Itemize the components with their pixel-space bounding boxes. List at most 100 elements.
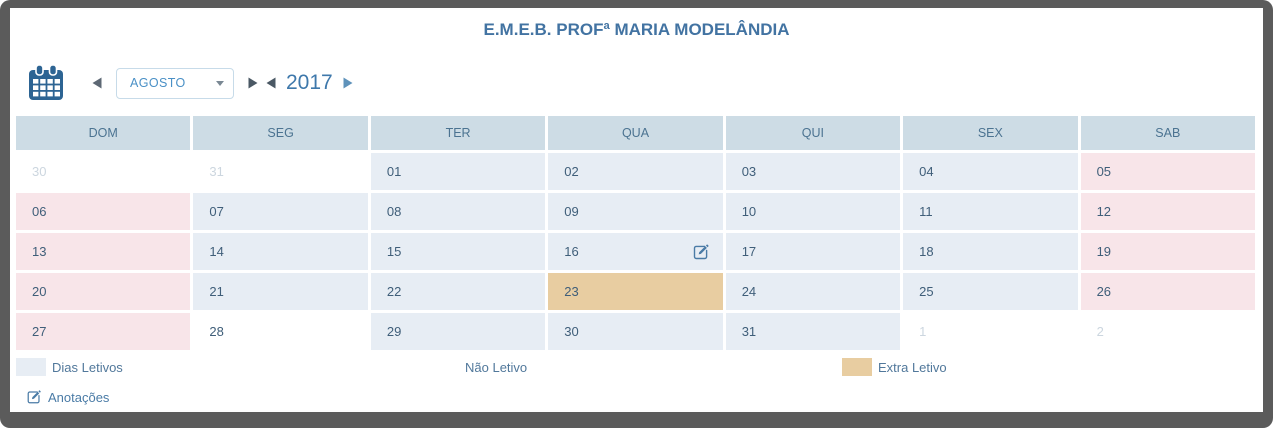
page-title: E.M.E.B. PROFª MARIA MODELÂNDIA — [483, 20, 790, 39]
day-number: 06 — [32, 204, 47, 219]
note-edit-icon[interactable] — [692, 243, 710, 261]
day-cell-21[interactable]: 21 — [193, 273, 368, 310]
weekday-header-qui: QUI — [725, 116, 901, 150]
month-select-wrap: AGOSTO — [116, 67, 234, 99]
day-number: 31 — [741, 324, 757, 339]
day-number: 21 — [209, 284, 224, 299]
weekday-header-ter: TER — [370, 116, 546, 150]
legend-item-extra-letivo: Extra Letivo — [842, 358, 1255, 376]
day-number: 27 — [32, 324, 47, 339]
day-cell-07[interactable]: 07 — [193, 193, 368, 230]
annotations-label: Anotações — [48, 389, 110, 405]
day-number: 02 — [564, 164, 579, 179]
left-arrow-icon — [266, 77, 276, 89]
day-cell-19[interactable]: 19 — [1080, 233, 1255, 270]
day-cell-30[interactable]: 30 — [548, 313, 723, 350]
day-cell-06[interactable]: 06 — [16, 193, 191, 230]
day-cell-25[interactable]: 25 — [903, 273, 1078, 310]
day-cell-02[interactable]: 02 — [548, 153, 723, 190]
day-cell-23[interactable]: 23 — [548, 273, 723, 310]
day-cell-13[interactable]: 13 — [16, 233, 191, 270]
day-cell-16[interactable]: 16 — [548, 233, 723, 270]
day-number: 10 — [741, 204, 757, 219]
day-number: 16 — [564, 244, 579, 259]
day-cell-24[interactable]: 24 — [725, 273, 901, 310]
legend-swatch — [16, 358, 46, 376]
weekday-header-sab: SAB — [1080, 116, 1255, 150]
right-arrow-icon — [248, 77, 258, 89]
day-number: 01 — [386, 164, 402, 179]
day-cell-30[interactable]: 30 — [16, 153, 191, 190]
day-cell-18[interactable]: 18 — [903, 233, 1078, 270]
legend-label: Extra Letivo — [878, 359, 947, 375]
day-number: 24 — [741, 284, 757, 299]
day-cell-04[interactable]: 04 — [903, 153, 1078, 190]
day-number: 15 — [386, 244, 402, 259]
day-cell-15[interactable]: 15 — [370, 233, 546, 270]
day-cell-14[interactable]: 14 — [193, 233, 368, 270]
day-cell-09[interactable]: 09 — [548, 193, 723, 230]
calendar-grid: DOM SEG TER QUA QUI SEX SAB 30 31 01 02 03 04 05 06 07 0… — [16, 116, 1255, 350]
year-label: 2017 — [286, 71, 333, 94]
day-number: 13 — [32, 244, 47, 259]
calendar-card: E.M.E.B. PROFª MARIA MODELÂNDIA — [10, 8, 1263, 412]
day-cell-01[interactable]: 01 — [370, 153, 546, 190]
day-cell-05[interactable]: 05 — [1080, 153, 1255, 190]
legend-swatch — [429, 358, 459, 376]
day-number: 1 — [919, 324, 927, 339]
day-number: 26 — [1096, 284, 1112, 299]
weekday-header-dom: DOM — [16, 116, 191, 150]
day-number: 20 — [32, 284, 47, 299]
day-number: 23 — [564, 284, 579, 299]
weekday-header-sex: SEX — [903, 116, 1078, 150]
day-cell-11[interactable]: 11 — [903, 193, 1078, 230]
legend-item-dias-letivos: Dias Letivos — [16, 358, 429, 376]
weekday-header-seg: SEG — [193, 116, 368, 150]
day-cell-10[interactable]: 10 — [725, 193, 901, 230]
day-cell-31[interactable]: 31 — [193, 153, 368, 190]
day-number: 18 — [919, 244, 934, 259]
day-number: 31 — [209, 164, 224, 179]
annotations-link[interactable]: Anotações — [26, 389, 109, 405]
day-number: 14 — [209, 244, 224, 259]
day-cell-26[interactable]: 26 — [1080, 273, 1255, 310]
day-cell-12[interactable]: 12 — [1080, 193, 1255, 230]
day-cell-20[interactable]: 20 — [16, 273, 191, 310]
day-cell-08[interactable]: 08 — [370, 193, 546, 230]
pencil-square-icon — [27, 390, 41, 404]
day-number: 22 — [386, 284, 402, 299]
day-number: 04 — [919, 164, 934, 179]
day-cell-03[interactable]: 03 — [725, 153, 901, 190]
day-cell-27[interactable]: 27 — [16, 313, 191, 350]
day-number: 09 — [564, 204, 579, 219]
day-number: 07 — [209, 204, 224, 219]
next-month-button[interactable] — [244, 75, 262, 91]
day-number: 08 — [386, 204, 402, 219]
month-select[interactable]: AGOSTO — [116, 67, 234, 99]
day-number: 30 — [564, 324, 579, 339]
weekday-header-qua: QUA — [548, 116, 723, 150]
day-cell-2[interactable]: 2 — [1080, 313, 1255, 350]
next-year-button[interactable] — [339, 75, 357, 91]
day-number: 29 — [386, 324, 402, 339]
day-cell-17[interactable]: 17 — [725, 233, 901, 270]
day-cell-31[interactable]: 31 — [725, 313, 901, 350]
calendar-toolbar: AGOSTO 2017 — [26, 62, 1263, 104]
legend-label: Dias Letivos — [52, 359, 123, 375]
calendar-legend: Dias Letivos Não Letivo Extra Letivo — [16, 358, 1255, 376]
left-arrow-icon — [92, 77, 102, 89]
day-number: 05 — [1096, 164, 1112, 179]
year-navigator: 2017 — [262, 71, 357, 95]
day-cell-29[interactable]: 29 — [370, 313, 546, 350]
day-number: 28 — [209, 324, 224, 339]
day-number: 19 — [1096, 244, 1112, 259]
prev-month-button[interactable] — [88, 75, 106, 91]
prev-year-button[interactable] — [262, 75, 280, 91]
legend-swatch — [842, 358, 872, 376]
day-cell-22[interactable]: 22 — [370, 273, 546, 310]
day-number: 25 — [919, 284, 934, 299]
calendar-icon — [26, 63, 66, 103]
day-cell-28[interactable]: 28 — [193, 313, 368, 350]
day-number: 30 — [32, 164, 47, 179]
day-cell-1[interactable]: 1 — [903, 313, 1078, 350]
